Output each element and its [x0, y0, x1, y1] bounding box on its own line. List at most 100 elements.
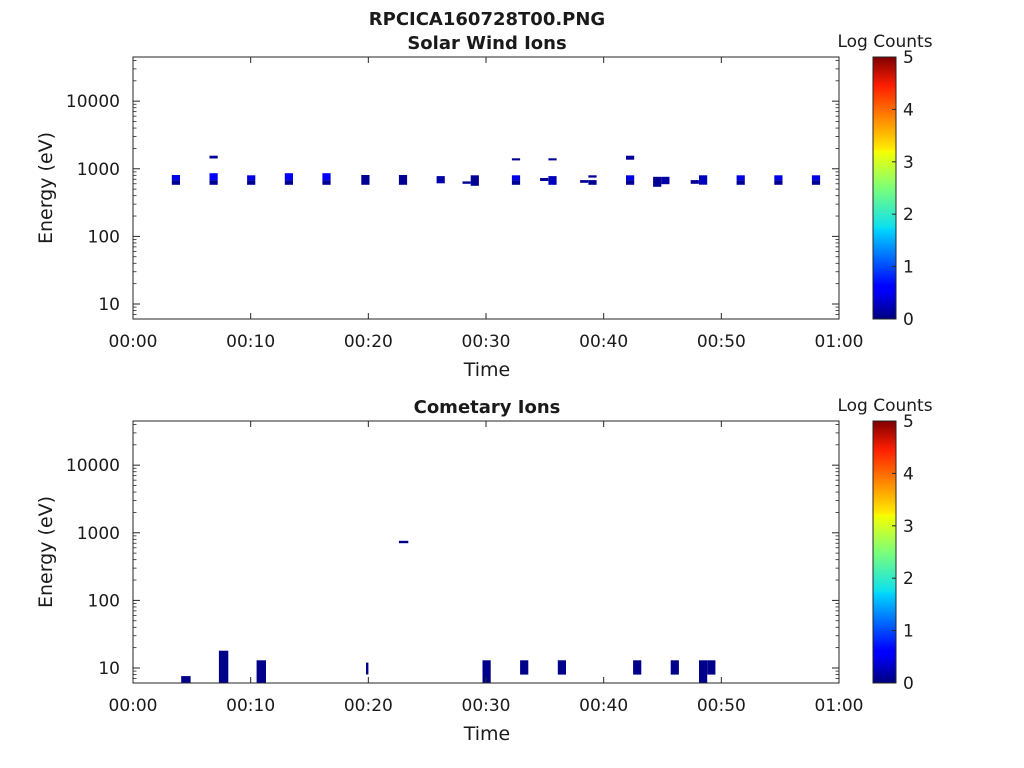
plot-frame: [132, 56, 840, 320]
spectrogram-cell: [774, 175, 783, 181]
colorbar: [872, 420, 897, 684]
y-tick-label: 100: [88, 591, 120, 611]
x-tick-label: 00:30: [462, 696, 511, 716]
spectrogram-cell: [482, 660, 491, 683]
x-tick-label: 00:30: [462, 332, 511, 352]
spectrogram-cell: [811, 175, 821, 181]
y-axis-label: Energy (eV): [35, 496, 57, 608]
colorbar-tick-label: 5: [903, 48, 914, 68]
x-tick-label: 00:20: [344, 332, 393, 352]
spectrogram-cell: [511, 158, 521, 161]
spectrogram-cell: [626, 155, 635, 160]
colorbar-ticks: 0 1 2 3 4 5: [892, 412, 914, 694]
y-tick-label: 10000: [66, 92, 120, 112]
spectrogram-cell: [511, 175, 521, 181]
colorbar-tick-label: 0: [903, 674, 914, 694]
x-tick-label: 00:20: [344, 696, 393, 716]
spectrogram-cell: [398, 175, 408, 185]
spectrogram-cell: [171, 175, 180, 181]
spectrogram-cell: [811, 180, 821, 185]
panel-title: Solar Wind Ions: [407, 33, 566, 54]
spectrogram-cell: [588, 175, 597, 178]
spectrogram-cell: [284, 180, 293, 185]
spectrogram-cell: [557, 660, 566, 675]
colorbar-label: Log Counts: [837, 396, 932, 416]
spectrogram-cell: [707, 660, 716, 675]
colorbar-ticks: 0 1 2 3 4 5: [892, 48, 914, 330]
colorbar-tick-label: 3: [903, 517, 914, 537]
x-tick-label: 01:00: [815, 696, 864, 716]
panel-cometary: Cometary Ions 00:00 00:10 00:20 00:30 00:40 0…: [35, 396, 933, 745]
spectrogram-cell: [322, 180, 331, 185]
spectrogram-cell: [540, 178, 549, 181]
spectrogram-cell: [670, 660, 679, 675]
spectrogram-cells: [181, 540, 716, 683]
spectrogram-cell: [580, 180, 589, 183]
y-tick-label: 100: [88, 227, 120, 247]
colorbar-tick-label: 2: [903, 569, 914, 589]
spectrogram-cell: [699, 660, 708, 683]
y-tick-label: 10: [98, 659, 120, 679]
spectrogram-cell: [588, 180, 597, 185]
y-tick-label: 10: [98, 295, 120, 315]
spectrogram-cell: [322, 173, 331, 181]
colorbar-tick-label: 3: [903, 153, 914, 173]
spectrogram-cell: [209, 180, 218, 185]
colorbar-tick-label: 0: [903, 310, 914, 330]
colorbar-tick-label: 1: [903, 258, 914, 278]
y-tick-label: 1000: [77, 524, 120, 544]
spectrogram-cell: [247, 175, 256, 181]
spectrogram-cell: [171, 180, 180, 185]
x-tick-label: 00:00: [109, 696, 158, 716]
spectrogram-cell: [247, 180, 256, 185]
y-axis: 10 100 1000 10000: [66, 60, 839, 320]
colorbar-tick-label: 2: [903, 205, 914, 225]
spectrogram-cell: [653, 176, 662, 187]
x-axis-label: Time: [463, 359, 511, 381]
spectrogram-cell: [181, 676, 191, 683]
x-axis: 00:00 00:10 00:20 00:30 00:40 00:50 01:00: [109, 421, 864, 716]
x-axis-label: Time: [463, 723, 511, 745]
y-tick-label: 10000: [66, 456, 120, 476]
x-tick-label: 00:00: [109, 332, 158, 352]
x-tick-label: 01:00: [815, 332, 864, 352]
spectrogram-cell: [661, 176, 670, 185]
spectrogram-cell: [511, 180, 521, 185]
spectrogram-cell: [626, 175, 635, 181]
x-tick-label: 00:50: [697, 696, 746, 716]
colorbar-tick-label: 1: [903, 622, 914, 642]
colorbar: [872, 56, 897, 320]
spectrogram-cell: [548, 176, 557, 185]
spectrogram-cell: [209, 173, 218, 181]
panel-title: Cometary Ions: [414, 397, 561, 418]
spectrogram-cell: [690, 180, 699, 184]
spectrogram-cell: [626, 180, 635, 185]
spectrogram-cell: [218, 650, 229, 683]
x-tick-label: 00:50: [697, 332, 746, 352]
panel-solar-wind: Solar Wind Ions 00:00 00:10 00:20 00:30 00:4…: [35, 32, 933, 381]
spectrogram-cell: [462, 181, 471, 184]
x-tick-label: 00:10: [226, 696, 275, 716]
spectrogram-cell: [256, 660, 266, 683]
colorbar-tick-label: 5: [903, 412, 914, 432]
spectrogram-cell: [436, 176, 445, 184]
y-axis: 10 100 1000 10000: [66, 424, 839, 684]
y-axis-label: Energy (eV): [35, 132, 57, 244]
x-tick-label: 00:40: [579, 696, 628, 716]
spectrogram-cell: [284, 173, 293, 181]
spectrogram-cell: [366, 662, 369, 675]
colorbar-tick-label: 4: [903, 464, 914, 484]
spectrogram-cell: [209, 155, 218, 159]
spectrogram-cell: [398, 540, 409, 544]
x-axis: 00:00 00:10 00:20 00:30 00:40 00:50 01:00: [109, 57, 864, 352]
spectrogram-cell: [470, 175, 479, 186]
x-tick-label: 00:10: [226, 332, 275, 352]
spectrogram-cell: [699, 175, 708, 185]
x-tick-label: 00:40: [579, 332, 628, 352]
spectrogram-cell: [633, 660, 642, 675]
spectrogram-cell: [361, 175, 370, 185]
y-tick-label: 1000: [77, 160, 120, 180]
spectrogram-cell: [774, 180, 783, 185]
spectrogram-cell: [736, 175, 745, 181]
